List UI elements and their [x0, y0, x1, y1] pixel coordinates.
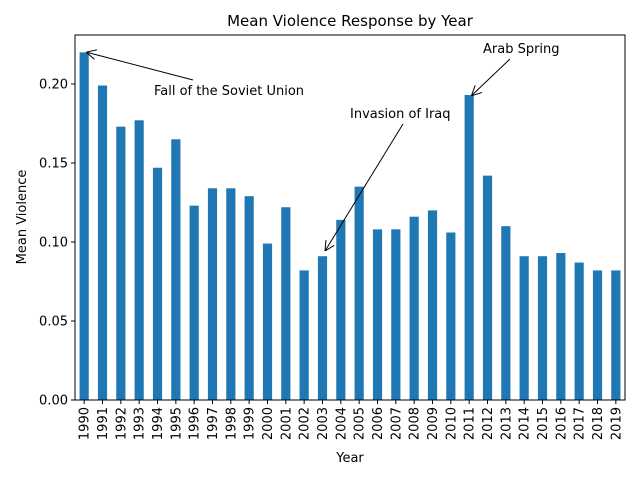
bar-2002: [299, 270, 309, 400]
x-tick-label: 2011: [463, 407, 478, 440]
bar-2019: [611, 270, 621, 400]
annotations: Fall of the Soviet Union Invasion of Iraq…: [87, 42, 560, 250]
bar-2008: [409, 216, 419, 400]
bar-2012: [482, 175, 493, 400]
x-tick-label: 2000: [261, 407, 276, 440]
x-tick-label: 2019: [609, 407, 624, 440]
y-tick-label: 0.15: [39, 156, 68, 171]
x-tick-label: 1993: [133, 407, 148, 440]
x-tick-label: 2009: [426, 407, 441, 440]
bar-2001: [281, 207, 291, 400]
bar-2014: [519, 256, 529, 400]
bar-2015: [537, 256, 548, 400]
x-tick-label: 1991: [96, 407, 111, 440]
bar-1994: [152, 167, 163, 400]
annotation-arrow: [87, 52, 194, 81]
bar-2016: [556, 253, 566, 400]
bar-1992: [116, 126, 126, 401]
annotation-label: Arab Spring: [483, 42, 560, 57]
bar-2009: [427, 210, 438, 400]
x-tick-label: 2008: [408, 407, 423, 440]
bar-2018: [592, 270, 603, 400]
x-axis-label: Year: [335, 451, 364, 466]
annotation-label: Fall of the Soviet Union: [154, 84, 304, 99]
bar-2000: [262, 243, 273, 400]
x-tick-label: 1994: [151, 407, 166, 440]
x-tick-label: 2017: [573, 407, 588, 440]
bar-2010: [446, 232, 456, 400]
x-tick-label: 2012: [481, 407, 496, 440]
bar-2011: [464, 95, 474, 400]
y-tick-label: 0.05: [39, 314, 68, 329]
annotation-arrow: [472, 58, 511, 95]
bar-1991: [97, 85, 108, 400]
x-tick-label: 2006: [371, 407, 386, 440]
x-tick-label: 1998: [224, 407, 239, 440]
x-tick-label: 1997: [206, 407, 221, 440]
x-tick-label: 2001: [279, 407, 294, 440]
bar-2017: [574, 262, 584, 400]
x-tick-label: 2010: [444, 407, 459, 440]
bar-2003: [317, 256, 328, 400]
bar-1999: [244, 196, 254, 400]
y-tick-label: 0.10: [39, 235, 68, 250]
annotation-arrow: [326, 123, 404, 250]
bar-1995: [171, 139, 181, 401]
x-tick-label: 2003: [316, 407, 331, 440]
x-tick-label: 2016: [554, 407, 569, 440]
x-tick-label: 1992: [114, 407, 129, 440]
bar-1997: [207, 188, 218, 400]
annotation-label: Invasion of Iraq: [350, 107, 451, 122]
y-tick-label: 0.20: [39, 77, 68, 92]
x-tick-label: 2004: [334, 407, 349, 440]
y-axis-label: Mean Violence: [15, 170, 30, 265]
x-tick-label: 1999: [243, 407, 258, 440]
bar-2013: [501, 226, 511, 400]
x-tick-label: 2007: [389, 407, 404, 440]
ticks: 0.00 0.05 0.10 0.15 0.20 1990 1991 1992 1993 1994…: [39, 77, 624, 440]
bar-2004: [336, 219, 346, 400]
chart-title: Mean Violence Response by Year: [227, 12, 474, 30]
bar-2005: [354, 186, 364, 400]
x-tick-label: 1995: [169, 407, 184, 440]
bar-1990: [79, 52, 89, 400]
plot-frame: [74, 34, 626, 401]
x-tick-label: 2005: [353, 407, 368, 440]
x-tick-label: 2014: [518, 407, 533, 440]
x-tick-label: 2018: [591, 407, 606, 440]
bar-1996: [189, 205, 199, 400]
axes: [74, 34, 626, 401]
bars: [79, 52, 621, 401]
x-tick-label: 2002: [298, 407, 313, 440]
bar-2006: [372, 229, 383, 400]
x-tick-label: 1996: [188, 407, 203, 440]
bar-1998: [226, 188, 236, 400]
x-tick-label: 1990: [78, 407, 93, 440]
y-tick-label: 0.00: [39, 394, 68, 409]
bar-1993: [134, 120, 144, 400]
bar-2007: [391, 229, 401, 400]
x-tick-label: 2013: [499, 407, 514, 440]
x-tick-label: 2015: [536, 407, 551, 440]
